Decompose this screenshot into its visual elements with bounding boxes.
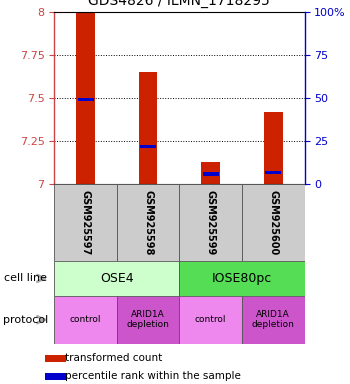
Text: OSE4: OSE4	[100, 272, 134, 285]
Bar	[117, 296, 179, 344]
Bar	[45, 373, 66, 380]
Text: GSM925597: GSM925597	[80, 190, 91, 255]
Bar	[264, 112, 282, 184]
Text: transformed count: transformed count	[65, 353, 162, 363]
Text: GSM925598: GSM925598	[143, 190, 153, 255]
Bar	[179, 296, 242, 344]
Bar	[201, 162, 220, 184]
Text: ARID1A
depletion: ARID1A depletion	[252, 310, 295, 329]
Text: IOSE80pc: IOSE80pc	[212, 272, 272, 285]
Bar	[54, 261, 179, 296]
Bar	[242, 296, 304, 344]
Bar	[179, 261, 304, 296]
Bar	[265, 170, 281, 174]
Bar	[76, 13, 95, 184]
Bar	[203, 172, 219, 175]
Bar	[117, 184, 179, 261]
Bar	[54, 296, 117, 344]
Bar	[179, 184, 242, 261]
Bar	[78, 98, 93, 101]
Title: GDS4826 / ILMN_1718295: GDS4826 / ILMN_1718295	[89, 0, 270, 8]
Text: control: control	[195, 315, 226, 324]
Bar	[139, 72, 158, 184]
Bar	[242, 184, 304, 261]
Text: cell line: cell line	[4, 273, 47, 283]
Text: ARID1A
depletion: ARID1A depletion	[127, 310, 169, 329]
Bar	[54, 184, 117, 261]
Bar	[140, 145, 156, 148]
Text: control: control	[70, 315, 101, 324]
Text: protocol: protocol	[4, 314, 49, 325]
Bar	[45, 355, 66, 362]
Text: GSM925599: GSM925599	[206, 190, 216, 255]
Text: percentile rank within the sample: percentile rank within the sample	[65, 371, 241, 381]
Text: GSM925600: GSM925600	[268, 190, 278, 255]
